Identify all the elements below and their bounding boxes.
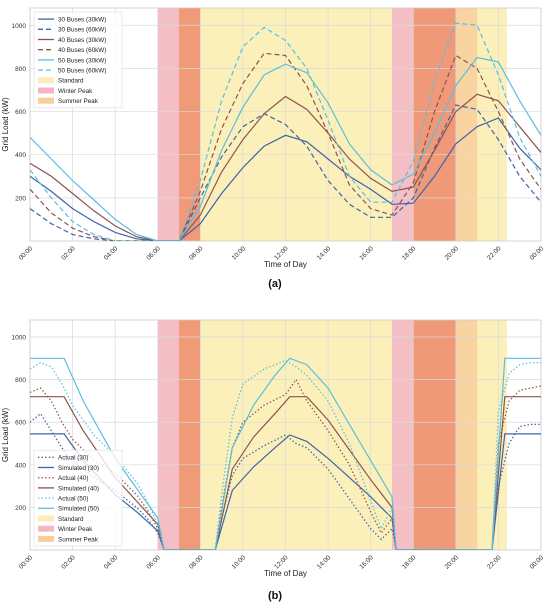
y-tick-label: 1000 (12, 23, 27, 30)
y-tick-label: 400 (15, 462, 26, 469)
y-axis-label: Grid Load (kW) (1, 97, 10, 152)
legend-label: Winter Peak (58, 88, 93, 95)
x-tick-label: 20:00 (444, 554, 461, 571)
x-tick-label: 22:00 (486, 245, 503, 262)
y-tick-label: 200 (15, 505, 26, 512)
x-tick-label: 10:00 (231, 245, 248, 262)
x-axis-label: Time of Day (264, 260, 307, 269)
x-tick-label: 14:00 (316, 245, 333, 262)
legend: 30 Buses (30kW) 30 Buses (60kW) 40 Buses (… (33, 11, 123, 109)
legend: Actual (30) Simulated (30) Actual (40) Simu… (33, 449, 123, 547)
x-tick-label: 08:00 (188, 554, 205, 571)
legend-label: Actual (50) (58, 496, 88, 503)
period-band-winter-peak (157, 8, 180, 241)
y-tick-label: 400 (15, 152, 26, 159)
legend-swatch-patch (38, 535, 54, 542)
legend-label: 30 Buses (30kW) (58, 17, 106, 24)
series-line-5 (30, 56, 541, 241)
legend-label: Simulated (30) (58, 465, 99, 472)
series-line-1 (30, 117, 541, 241)
x-tick-label: 14:00 (316, 554, 333, 571)
x-tick-label: 10:00 (231, 554, 248, 571)
panel-label-a: (a) (268, 278, 282, 290)
legend-label: 30 Buses (60kW) (58, 27, 106, 34)
legend-swatch-patch (38, 515, 54, 522)
legend-label: Actual (40) (58, 475, 88, 482)
panel-label-b: (b) (268, 590, 282, 602)
y-tick-label: 600 (15, 420, 26, 427)
x-tick-label: 20:00 (444, 245, 461, 262)
period-band-peak-overlap (179, 8, 201, 241)
x-tick-label: 00:00 (529, 554, 546, 571)
chart-panel-a: 200 400 600 800 1000 00:00 02:00 04:00 06:00 08:0… (1, 7, 546, 269)
chart-panel-b: 200 400 600 800 1000 00:00 02:00 04:00 06:00 08:0… (1, 319, 546, 578)
legend-swatch-patch (38, 87, 54, 94)
legend-label: Standard (58, 78, 84, 85)
period-band-peak-overlap (179, 320, 201, 550)
y-tick-label: 1000 (12, 335, 27, 342)
series-line-4 (30, 52, 541, 241)
period-band-winter-peak (157, 320, 180, 550)
x-tick-label: 16:00 (358, 554, 375, 571)
legend-label: Simulated (40) (58, 485, 99, 492)
legend-swatch-patch (38, 77, 54, 84)
legend-label: Simulated (50) (58, 506, 99, 513)
legend-label: 40 Buses (30kW) (58, 37, 106, 44)
x-tick-label: 06:00 (145, 554, 162, 571)
series-line-6 (30, 357, 541, 550)
x-tick-label: 00:00 (18, 554, 35, 571)
period-band-winter-peak (391, 8, 414, 241)
series-line-3 (30, 378, 541, 550)
legend-label: 50 Buses (60kW) (58, 68, 106, 75)
period-band-peak-overlap (413, 8, 456, 241)
legend-label: Summer Peak (58, 536, 99, 543)
y-tick-label: 800 (15, 66, 26, 73)
legend-swatch-patch (38, 97, 54, 104)
x-tick-label: 16:00 (358, 245, 375, 262)
plot-frame (29, 319, 542, 551)
y-axis-label: Grid Load (kW) (1, 408, 10, 463)
period-band-winter-peak (391, 320, 414, 550)
legend-label: Summer Peak (58, 98, 99, 105)
legend-label: Standard (58, 516, 84, 523)
x-tick-label: 02:00 (60, 554, 77, 571)
plot-frame (29, 7, 542, 242)
x-tick-label: 18:00 (401, 554, 418, 571)
x-axis-label: Time of Day (264, 569, 307, 578)
x-tick-label: 02:00 (60, 245, 77, 262)
x-tick-label: 04:00 (103, 245, 120, 262)
legend-label: Winter Peak (58, 526, 93, 533)
series-line-2 (30, 104, 541, 241)
legend-label: 50 Buses (30kW) (58, 57, 106, 64)
period-band-peak-overlap (413, 320, 456, 550)
period-band-summer-peak (455, 320, 478, 550)
y-tick-label: 600 (15, 109, 26, 116)
series-line-3 (30, 93, 541, 241)
legend-label: Actual (30) (58, 455, 88, 462)
series-line-5 (30, 359, 541, 550)
period-band-summer-peak (455, 8, 478, 241)
x-tick-label: 06:00 (145, 245, 162, 262)
x-tick-label: 00:00 (529, 245, 546, 262)
legend-swatch-patch (38, 525, 54, 532)
x-tick-label: 00:00 (18, 245, 35, 262)
x-tick-label: 18:00 (401, 245, 418, 262)
series-line-6 (30, 22, 541, 241)
x-tick-label: 08:00 (188, 245, 205, 262)
y-tick-label: 800 (15, 377, 26, 384)
x-tick-label: 22:00 (486, 554, 503, 571)
y-tick-label: 200 (15, 195, 26, 202)
x-tick-label: 04:00 (103, 554, 120, 571)
legend-label: 40 Buses (60kW) (58, 47, 106, 54)
